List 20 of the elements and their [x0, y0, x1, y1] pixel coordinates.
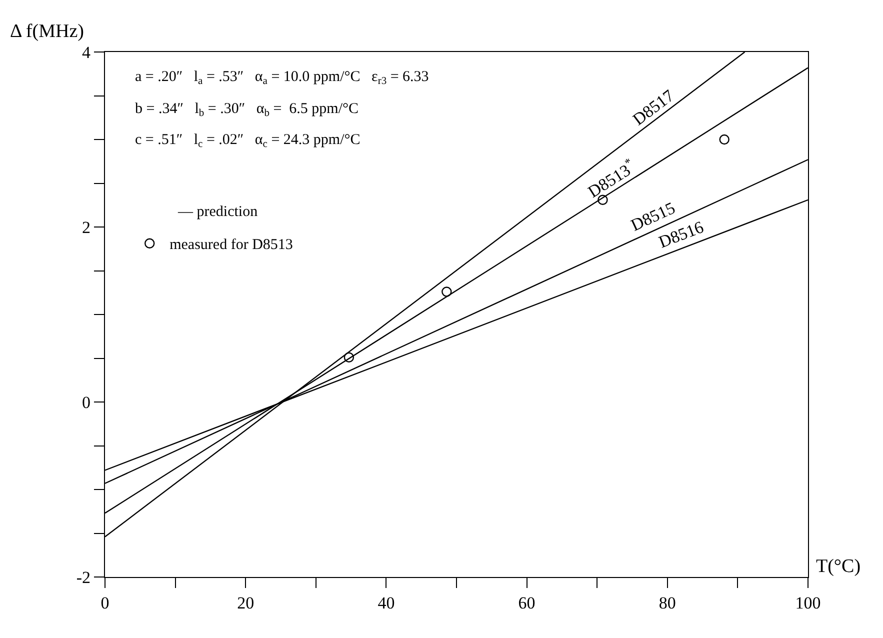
point	[719, 134, 730, 145]
point	[442, 286, 452, 297]
x-tick-label: 40	[378, 594, 395, 612]
x-tick-label: 100	[795, 594, 821, 612]
x-axis-title: T(°C)	[816, 556, 861, 577]
annotation: — prediction	[177, 204, 258, 220]
annotation: a = .20″ l$_{a}$ = .53″ α$_{a}$ = 10.0 ppm/°C ε$_{r3}$ = 6.33	[135, 69, 429, 88]
legend-label: measured for D8513	[170, 237, 293, 254]
annotation: c = .51″ l$_{c}$ = .02″ α$_{c}$ = 24.3 ppm/°C	[135, 132, 360, 150]
annotation: b = .34″ l$_{b}$ = .30″ α$_{b}$ = 6.5 ppm/°C	[135, 101, 359, 120]
y-tick-label: 0	[82, 392, 90, 412]
y-tick-label: 2	[82, 218, 90, 237]
y-tick-label: 4	[82, 42, 91, 62]
y-tick-label: -2	[76, 568, 90, 587]
y-axis-title: Δ f(MHz)	[10, 21, 84, 42]
x-tick-label: 60	[518, 594, 536, 612]
x-tick-label: 0	[100, 594, 110, 612]
x-tick-label: 80	[658, 594, 676, 612]
point	[344, 352, 354, 362]
x-tick-label: 20	[237, 594, 254, 612]
